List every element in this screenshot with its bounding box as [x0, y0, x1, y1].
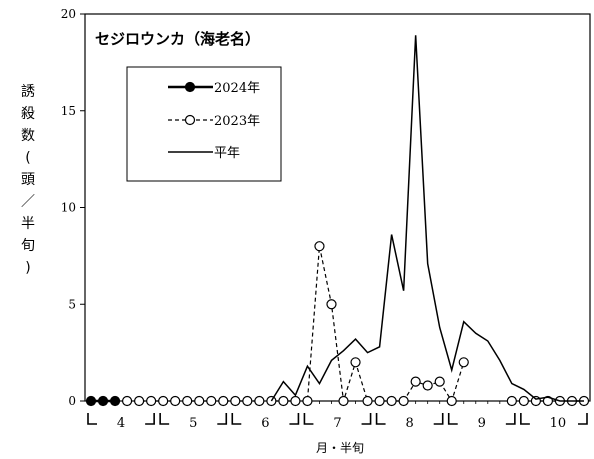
data-point — [218, 395, 229, 407]
y-axis-label: 誘殺数(頭／半旬) — [21, 84, 35, 276]
data-point — [506, 395, 517, 407]
data-point — [278, 395, 289, 407]
data-point — [446, 395, 457, 407]
legend-label: 平年 — [214, 146, 240, 161]
month-bracket-end — [505, 413, 516, 425]
data-point — [254, 395, 265, 407]
month-label: 4 — [117, 416, 125, 431]
data-point — [458, 357, 469, 368]
legend-marker — [184, 81, 196, 93]
month-bracket-end — [361, 413, 372, 425]
month-bracket-end — [578, 413, 588, 425]
month-bracket-end — [289, 413, 300, 425]
data-point — [85, 395, 97, 407]
month-label: 8 — [406, 416, 414, 431]
month-bracket-start — [447, 413, 458, 425]
data-point — [170, 395, 181, 407]
month-bracket-start — [231, 413, 242, 425]
data-point — [206, 395, 217, 407]
month-label: 9 — [478, 416, 486, 431]
month-label: 10 — [550, 416, 567, 431]
data-point — [121, 395, 133, 407]
data-point — [410, 376, 421, 387]
data-point — [398, 395, 409, 407]
data-point — [290, 395, 301, 407]
data-point — [374, 395, 385, 407]
legend-label: 2023年 — [214, 114, 260, 129]
data-point — [302, 395, 313, 407]
data-point — [134, 395, 145, 407]
data-point — [434, 376, 445, 387]
data-point — [326, 299, 337, 310]
month-bracket-end — [145, 413, 155, 425]
y-tick-label: 15 — [61, 104, 76, 118]
month-bracket-start — [303, 413, 314, 425]
data-point — [182, 395, 193, 407]
data-point — [314, 241, 325, 252]
data-point — [422, 380, 433, 391]
data-point — [230, 395, 241, 407]
month-label: 7 — [333, 416, 341, 431]
y-tick-label: 10 — [61, 201, 76, 215]
data-point — [194, 395, 205, 407]
data-point — [158, 395, 169, 407]
month-bracket-start — [375, 413, 386, 425]
month-bracket-start — [87, 413, 97, 425]
month-label: 5 — [189, 416, 197, 431]
data-point — [109, 395, 121, 407]
data-point — [242, 395, 253, 407]
y-tick-label: 20 — [61, 7, 76, 21]
chart-title: セジロウンカ（海老名） — [95, 30, 260, 48]
data-point — [146, 395, 157, 407]
month-bracket-start — [159, 413, 170, 425]
month-bracket-end — [217, 413, 228, 425]
month-bracket-end — [433, 413, 444, 425]
series-line — [270, 35, 584, 402]
y-tick-label: 0 — [68, 394, 76, 408]
y-tick-label: 5 — [68, 297, 76, 311]
legend-label: 2024年 — [214, 81, 260, 96]
x-axis-label: 月・半旬 — [316, 441, 364, 455]
data-point — [386, 395, 397, 407]
legend-marker — [184, 114, 196, 126]
data-point — [338, 395, 349, 407]
month-label: 6 — [261, 416, 269, 431]
data-point — [518, 395, 529, 407]
data-point — [97, 395, 109, 407]
month-bracket-start — [520, 413, 530, 425]
data-point — [350, 357, 361, 368]
data-point — [362, 395, 373, 407]
